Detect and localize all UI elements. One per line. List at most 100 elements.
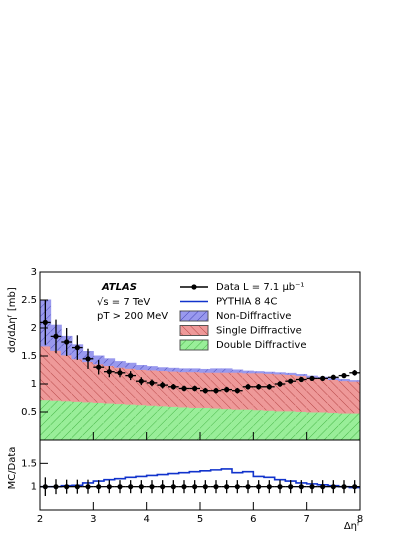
stack-hatch bbox=[189, 368, 200, 372]
atlas-label: ATLAS bbox=[101, 282, 137, 293]
stack-hatch bbox=[189, 407, 200, 440]
data-point bbox=[106, 484, 112, 490]
stack-hatch bbox=[306, 412, 318, 440]
stack-hatch bbox=[285, 374, 296, 411]
data-point bbox=[85, 484, 91, 490]
legend-label: Non-Diffractive bbox=[216, 311, 291, 322]
data-point bbox=[266, 384, 272, 390]
y-tick-label: 2.5 bbox=[21, 295, 37, 306]
stack-hatch bbox=[317, 378, 328, 412]
data-point bbox=[64, 339, 70, 345]
legend-hatch bbox=[180, 340, 208, 350]
stack-hatch bbox=[296, 411, 307, 440]
stack-hatch bbox=[82, 401, 94, 440]
stack-hatch bbox=[296, 374, 307, 376]
stack-hatch bbox=[178, 368, 190, 372]
stack-hatch bbox=[328, 412, 339, 440]
ratio-y-tick-label: 1.5 bbox=[21, 458, 37, 469]
data-point bbox=[341, 484, 347, 490]
data-point bbox=[266, 484, 272, 490]
stack-hatch bbox=[200, 369, 211, 373]
stack-hatch bbox=[93, 402, 104, 440]
ratio-y-tick-label: 1 bbox=[31, 482, 37, 493]
stack-hatch bbox=[72, 401, 83, 440]
data-point bbox=[309, 484, 315, 490]
stack-hatch bbox=[157, 367, 168, 371]
legend-hatch bbox=[180, 311, 208, 321]
data-point bbox=[202, 484, 208, 490]
stack-hatch bbox=[168, 368, 179, 372]
data-point bbox=[202, 388, 208, 394]
data-point bbox=[170, 484, 176, 490]
stack-hatch bbox=[242, 371, 254, 373]
stack-hatch bbox=[264, 372, 275, 374]
stack-hatch bbox=[210, 408, 222, 440]
stack-hatch bbox=[114, 403, 126, 440]
data-point bbox=[256, 384, 262, 390]
x-tick-label: 7 bbox=[303, 514, 309, 525]
ratio-frame bbox=[39, 439, 361, 511]
stack-hatch bbox=[40, 345, 51, 400]
stack-hatch bbox=[178, 406, 190, 440]
stack-hatch bbox=[253, 409, 264, 440]
data-point bbox=[256, 484, 262, 490]
stack-hatch bbox=[136, 365, 147, 370]
legend-hatch bbox=[180, 325, 208, 336]
data-point bbox=[64, 484, 70, 490]
stack-hatch bbox=[200, 407, 211, 440]
stack-hatch bbox=[296, 375, 307, 412]
data-point bbox=[309, 375, 315, 381]
stack-hatch bbox=[253, 372, 264, 410]
data-point bbox=[160, 484, 166, 490]
data-point bbox=[341, 373, 347, 379]
data-point bbox=[288, 378, 294, 384]
data-point bbox=[117, 370, 123, 376]
stack-hatch bbox=[50, 350, 62, 401]
pt-label: pT > 200 MeV bbox=[97, 311, 168, 322]
data-point bbox=[96, 364, 102, 370]
pythia-ratio-line bbox=[40, 468, 360, 489]
data-point bbox=[106, 369, 112, 375]
x-tick-label: 6 bbox=[250, 514, 256, 525]
stack-hatch bbox=[61, 354, 72, 401]
stack-hatch bbox=[274, 410, 286, 440]
data-point bbox=[213, 388, 219, 394]
data-point bbox=[298, 484, 304, 490]
data-point bbox=[224, 387, 230, 393]
stack-hatch bbox=[242, 372, 254, 410]
stack-hatch bbox=[264, 373, 275, 411]
stack-hatch bbox=[232, 409, 243, 440]
y-axis-label: dσ/dΔηᶠ [mb] bbox=[7, 287, 18, 353]
stack-hatch bbox=[146, 366, 158, 370]
y-tick-label: 3 bbox=[31, 267, 37, 278]
data-point bbox=[74, 345, 80, 351]
data-point bbox=[277, 484, 283, 490]
stack-hatch bbox=[82, 361, 94, 402]
stack-hatch bbox=[232, 370, 243, 373]
x-tick-label: 4 bbox=[143, 514, 149, 525]
y-tick-label: 2 bbox=[31, 323, 37, 334]
stack-hatch bbox=[136, 404, 147, 440]
stack-hatch bbox=[61, 400, 72, 440]
stack-hatch bbox=[274, 373, 286, 411]
stack-hatch bbox=[317, 412, 328, 440]
data-point bbox=[298, 376, 304, 383]
data-point bbox=[42, 319, 48, 325]
x-axis-label: Δηᶠ bbox=[344, 521, 360, 532]
stack-hatch bbox=[221, 408, 232, 440]
data-point bbox=[320, 484, 326, 490]
stack-hatch bbox=[168, 406, 179, 440]
data-point bbox=[138, 378, 144, 384]
data-point bbox=[128, 373, 134, 379]
data-point bbox=[234, 484, 240, 490]
stack-hatch bbox=[125, 404, 136, 440]
stack-hatch bbox=[125, 363, 136, 369]
stack-hatch bbox=[114, 367, 126, 404]
data-point bbox=[288, 484, 294, 490]
data-point bbox=[53, 333, 59, 339]
stack-hatch bbox=[146, 405, 158, 440]
stack-hatch bbox=[349, 380, 360, 382]
stack-hatch bbox=[349, 381, 360, 414]
data-point bbox=[352, 484, 358, 490]
